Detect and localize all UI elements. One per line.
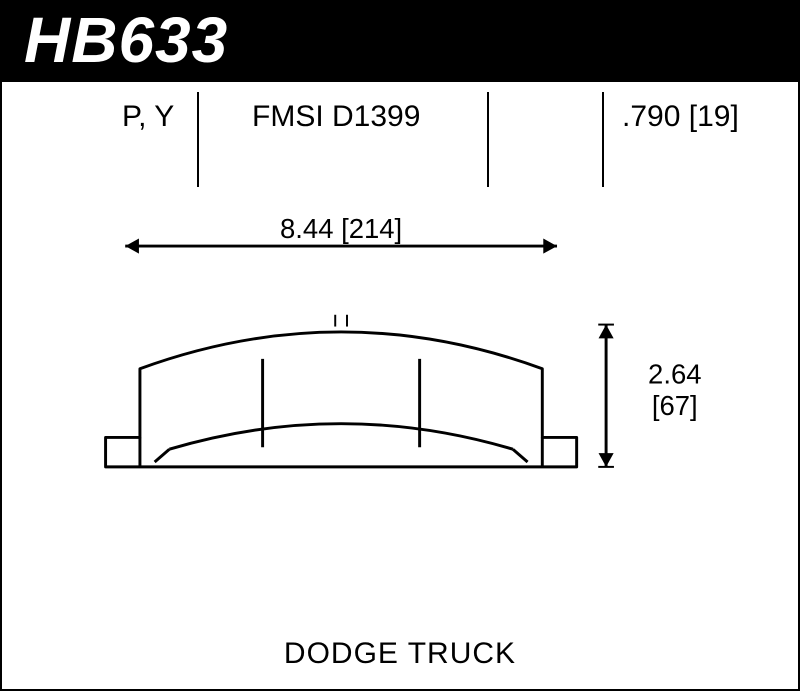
header-bar: HB633 (2, 2, 798, 82)
thickness-mm: 19 (697, 100, 730, 133)
pad-drawing: 8.44 [214] 2.64[67] (2, 197, 798, 619)
part-number: HB633 (24, 4, 228, 76)
drawing-svg: 8.44 [214] 2.64[67] (2, 197, 798, 619)
spec-sheet: HB633 P, Y FMSI D1399 .790 [19] 8.44 [21… (0, 0, 800, 691)
compounds-cell: P, Y (122, 100, 174, 134)
svg-text:2.64: 2.64 (648, 358, 701, 389)
fmsi-cell: FMSI D1399 (252, 100, 420, 134)
separator-2 (487, 92, 489, 187)
thickness-in: .790 (622, 100, 680, 133)
thickness-cell: .790 [19] (622, 100, 739, 134)
spec-row: P, Y FMSI D1399 .790 [19] (2, 82, 798, 192)
separator-3 (602, 92, 604, 187)
vehicle-label: DODGE TRUCK (2, 637, 798, 671)
separator-1 (197, 92, 199, 187)
svg-text:8.44 [214]: 8.44 [214] (280, 213, 402, 244)
svg-text:[67]: [67] (652, 390, 698, 421)
